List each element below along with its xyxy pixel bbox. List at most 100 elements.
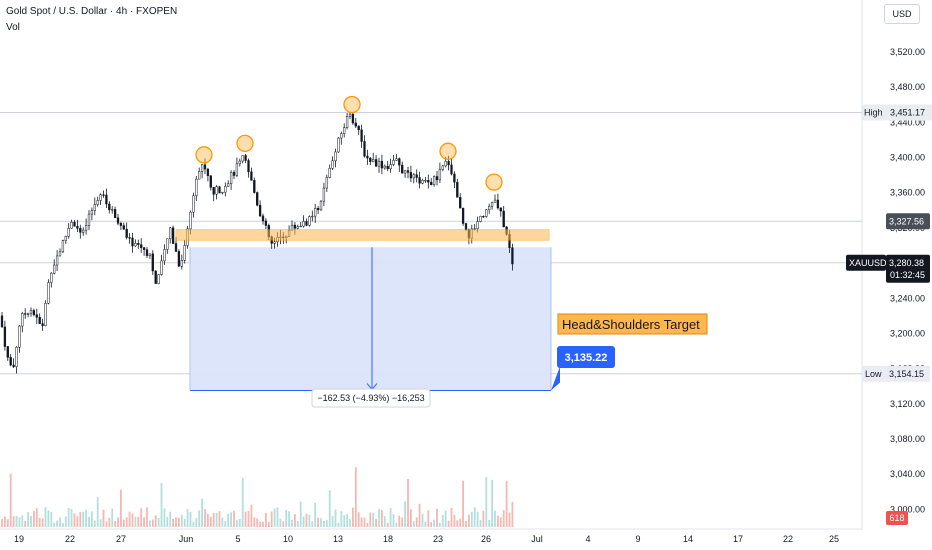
- hs-target-label: Head&Shoulders Target: [557, 313, 708, 335]
- volume-bar: [424, 521, 427, 527]
- volume-bar: [352, 507, 354, 527]
- volume-bar: [64, 516, 67, 527]
- volume-bar: [349, 518, 351, 527]
- candle-body: [21, 313, 24, 327]
- candle-body: [308, 216, 311, 226]
- x-tick-label: 18: [383, 534, 393, 544]
- candle-body: [476, 221, 479, 229]
- candle-body: [177, 251, 181, 267]
- y-tick-label: 3,240.00: [890, 293, 925, 303]
- target-tag-pointer: [551, 366, 560, 391]
- volume-bar: [334, 509, 337, 527]
- candle-body: [145, 249, 149, 256]
- x-tick-label: 5: [235, 534, 240, 544]
- volume-bar: [108, 517, 111, 527]
- volume-bar: [320, 518, 322, 527]
- volume-bar: [386, 522, 389, 527]
- volume-bar: [354, 467, 357, 527]
- volume-bar: [105, 521, 108, 527]
- x-tick-label: 13: [333, 534, 343, 544]
- candle-body: [401, 164, 404, 174]
- candle-body: [44, 303, 47, 326]
- volume-bar: [111, 508, 114, 527]
- volume-bar: [140, 508, 143, 527]
- candle-body: [337, 137, 340, 153]
- candle-body: [0, 315, 4, 328]
- volume-bar: [244, 511, 247, 527]
- time-axis[interactable]: 19 22 27 Jun 5 10 13 18 23 26 Jul 4 9 14 17 22 25: [0, 528, 862, 544]
- volume-bar: [267, 521, 270, 527]
- volume-bar: [497, 515, 499, 527]
- volume-bar: [378, 508, 380, 527]
- candle-body: [334, 151, 337, 162]
- candle-body: [502, 210, 505, 228]
- volume-bar: [192, 521, 195, 527]
- high-label-box: [862, 104, 888, 121]
- volume-bar: [505, 481, 508, 527]
- candle-body: [247, 160, 250, 173]
- volume-bar: [160, 482, 163, 527]
- candle-body: [499, 207, 502, 212]
- volume-bar: [21, 515, 24, 527]
- volume-bar: [296, 521, 299, 527]
- candle-body: [67, 228, 70, 237]
- candle-body: [235, 163, 239, 176]
- candle-body: [58, 251, 62, 257]
- volume-bar: [93, 520, 96, 527]
- volume-bar: [418, 503, 421, 527]
- candle-body: [174, 243, 178, 252]
- volume-bar: [120, 489, 122, 527]
- volume-bar: [204, 509, 206, 527]
- currency-selector[interactable]: USD: [884, 4, 920, 24]
- volume-bar: [372, 512, 375, 527]
- candle-body: [229, 172, 233, 184]
- volume-bar: [392, 514, 395, 527]
- volume-bar: [459, 518, 462, 527]
- volume-bar: [143, 517, 145, 527]
- candle-body: [459, 197, 462, 209]
- candle-body: [24, 313, 27, 315]
- candle-body: [348, 113, 352, 117]
- candle-body: [314, 208, 317, 217]
- volume-bar: [183, 518, 186, 527]
- volume-bar: [180, 514, 183, 527]
- x-tick-label: 14: [683, 534, 693, 544]
- volume-bar: [56, 520, 58, 527]
- candle-body: [511, 247, 514, 265]
- candle-body: [369, 157, 372, 162]
- candle-body: [119, 223, 123, 226]
- candle-body: [180, 259, 183, 267]
- volume-bar: [256, 518, 259, 527]
- candle-body: [122, 225, 125, 230]
- candle-body: [432, 176, 436, 185]
- candle-body: [299, 225, 302, 228]
- volume-bar: [195, 517, 198, 527]
- volume-bar: [476, 511, 479, 527]
- candle-body: [244, 155, 247, 161]
- candle-body: [241, 155, 244, 162]
- currency-label: USD: [892, 9, 912, 19]
- x-tick-label: Jul: [531, 534, 543, 544]
- y-tick-label: 3,200.00: [890, 328, 925, 338]
- volume-bar: [27, 512, 29, 527]
- prev-close-box: [886, 213, 930, 230]
- candle-body: [488, 206, 491, 211]
- volume-indicator-label[interactable]: Vol: [6, 22, 20, 33]
- volume-bar: [67, 508, 70, 527]
- candle-body: [490, 202, 494, 207]
- volume-bar: [151, 519, 154, 527]
- volume-bar: [30, 515, 32, 527]
- volume-bar: [88, 516, 90, 527]
- volume-bar: [253, 517, 256, 527]
- price-tags: High 3,451.17 3,327.56 XAUUSD 3,280.38 01:32:…: [846, 104, 932, 525]
- candle-body: [200, 164, 204, 172]
- left-shoulder-b-marker: [236, 134, 254, 153]
- volume-bar: [311, 521, 314, 527]
- target-tag-box: [557, 346, 615, 368]
- candle-body: [351, 113, 355, 124]
- volume-bar: [328, 490, 331, 527]
- candle-body: [389, 164, 392, 170]
- head-marker: [343, 95, 361, 114]
- x-tick-label: 17: [733, 534, 743, 544]
